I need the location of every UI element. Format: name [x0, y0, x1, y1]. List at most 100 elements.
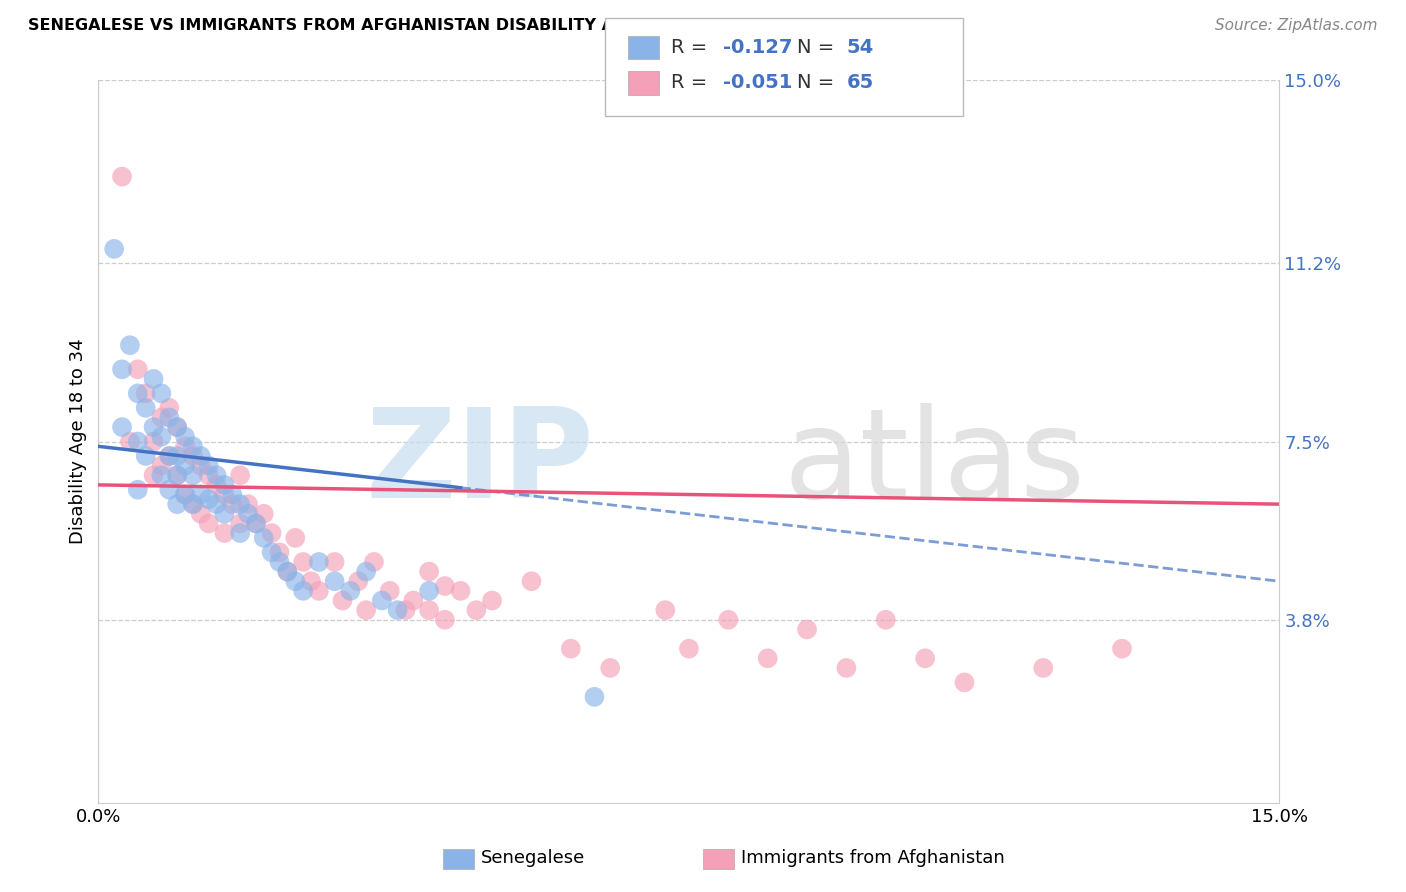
Text: atlas: atlas [783, 402, 1085, 524]
Point [520, 574, 543, 589]
Point [378, 583, 401, 598]
Point [560, 641, 582, 656]
Point [150, 386, 173, 401]
Point [142, 434, 165, 449]
Point [142, 420, 165, 434]
Point [284, 574, 307, 589]
Point [875, 613, 897, 627]
Point [205, 468, 228, 483]
Point [418, 603, 440, 617]
Y-axis label: Disability Age 18 to 34: Disability Age 18 to 34 [69, 339, 87, 544]
Point [197, 468, 219, 483]
Point [174, 487, 197, 501]
Point [166, 497, 188, 511]
Point [323, 555, 346, 569]
Point [260, 545, 283, 559]
Point [402, 593, 425, 607]
Point [157, 483, 180, 497]
Point [433, 579, 456, 593]
Point [174, 430, 197, 444]
Point [465, 603, 488, 617]
Point [127, 434, 149, 449]
Point [157, 449, 180, 463]
Text: 54: 54 [846, 37, 873, 57]
Point [253, 507, 276, 521]
Point [835, 661, 858, 675]
Point [339, 583, 361, 598]
Point [221, 487, 243, 501]
Point [354, 565, 377, 579]
Point [127, 362, 149, 376]
Point [157, 410, 180, 425]
Point [103, 242, 125, 256]
Point [111, 362, 134, 376]
Point [174, 458, 197, 473]
Point [717, 613, 740, 627]
Point [197, 458, 219, 473]
Point [236, 507, 259, 521]
Text: Immigrants from Afghanistan: Immigrants from Afghanistan [741, 849, 1005, 867]
Point [181, 449, 204, 463]
Point [229, 516, 252, 531]
Point [583, 690, 606, 704]
Text: -0.051: -0.051 [723, 73, 792, 93]
Point [150, 410, 173, 425]
Point [181, 468, 204, 483]
Point [221, 497, 243, 511]
Point [142, 468, 165, 483]
Point [150, 458, 173, 473]
Point [332, 593, 354, 607]
Point [363, 555, 385, 569]
Text: -0.127: -0.127 [723, 37, 792, 57]
Point [308, 555, 330, 569]
Point [205, 478, 228, 492]
Point [111, 420, 134, 434]
Text: Source: ZipAtlas.com: Source: ZipAtlas.com [1215, 18, 1378, 33]
Point [190, 458, 212, 473]
Point [1111, 641, 1133, 656]
Point [292, 555, 315, 569]
Point [190, 507, 212, 521]
Text: N =: N = [797, 37, 841, 57]
Point [181, 439, 204, 453]
Point [387, 603, 409, 617]
Point [354, 603, 377, 617]
Text: 65: 65 [846, 73, 873, 93]
Point [418, 565, 440, 579]
Point [450, 583, 472, 598]
Point [190, 449, 212, 463]
Point [245, 516, 267, 531]
Point [299, 574, 322, 589]
Point [127, 483, 149, 497]
Point [654, 603, 676, 617]
Point [181, 497, 204, 511]
Point [796, 623, 818, 637]
Point [323, 574, 346, 589]
Point [111, 169, 134, 184]
Point [181, 497, 204, 511]
Text: SENEGALESE VS IMMIGRANTS FROM AFGHANISTAN DISABILITY AGE 18 TO 34 CORRELATION CH: SENEGALESE VS IMMIGRANTS FROM AFGHANISTA… [28, 18, 921, 33]
Point [229, 526, 252, 541]
Point [135, 449, 157, 463]
Point [253, 531, 276, 545]
Text: Senegalese: Senegalese [481, 849, 585, 867]
Point [953, 675, 976, 690]
Point [433, 613, 456, 627]
Point [157, 401, 180, 415]
Point [214, 526, 236, 541]
Point [166, 420, 188, 434]
Point [174, 439, 197, 453]
Point [118, 434, 141, 449]
Point [269, 545, 291, 559]
Point [197, 492, 219, 507]
Text: ZIP: ZIP [366, 402, 595, 524]
Point [371, 593, 394, 607]
Point [190, 487, 212, 501]
Point [135, 386, 157, 401]
Point [166, 468, 188, 483]
Point [292, 583, 315, 598]
Text: R =: R = [671, 37, 713, 57]
Point [276, 565, 298, 579]
Point [205, 497, 228, 511]
Point [236, 497, 259, 511]
